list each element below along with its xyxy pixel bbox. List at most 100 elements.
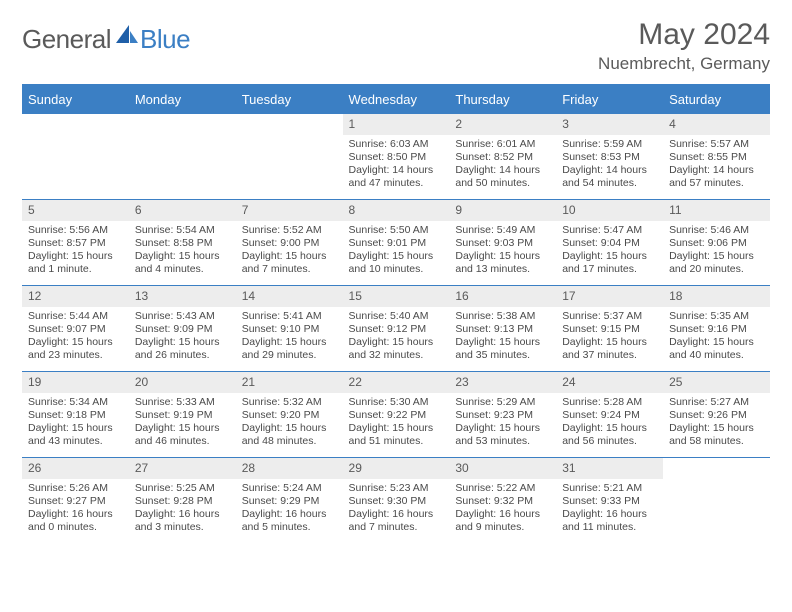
daylight-text: Daylight: 16 hours <box>455 508 550 521</box>
sunset-text: Sunset: 9:19 PM <box>135 409 230 422</box>
sunset-text: Sunset: 9:07 PM <box>28 323 123 336</box>
calendar-day-cell: 20 Sunrise: 5:33 AMSunset: 9:19 PMDayligh… <box>129 372 236 458</box>
location-subtitle: Nuembrecht, Germany <box>598 54 770 74</box>
calendar-day-cell: 9 Sunrise: 5:49 AMSunset: 9:03 PMDaylight… <box>449 200 556 286</box>
day-number: 22 <box>343 372 450 393</box>
day-number: 15 <box>343 286 450 307</box>
sunrise-text: Sunrise: 6:01 AM <box>455 138 550 151</box>
sunset-text: Sunset: 8:55 PM <box>669 151 764 164</box>
day-body: Sunrise: 5:27 AMSunset: 9:26 PMDaylight:… <box>663 396 770 453</box>
day-body: Sunrise: 5:56 AMSunset: 8:57 PMDaylight:… <box>22 224 129 281</box>
calendar-day-cell: 27Sunrise: 5:25 AMSunset: 9:28 PMDayligh… <box>129 458 236 544</box>
daylight-text: Daylight: 15 hours <box>562 250 657 263</box>
calendar-day-cell: 26Sunrise: 5:26 AMSunset: 9:27 PMDayligh… <box>22 458 129 544</box>
daylight-text: Daylight: 15 hours <box>135 250 230 263</box>
day-body: Sunrise: 5:24 AMSunset: 9:29 PMDaylight:… <box>236 482 343 539</box>
day-number: 7 <box>236 200 343 221</box>
day-number: 11 <box>663 200 770 221</box>
logo-text-general: General <box>22 24 111 55</box>
calendar-day-cell: 22Sunrise: 5:30 AMSunset: 9:22 PMDayligh… <box>343 372 450 458</box>
calendar-day-cell <box>236 114 343 200</box>
day-body: Sunrise: 5:22 AMSunset: 9:32 PMDaylight:… <box>449 482 556 539</box>
title-block: May 2024 Nuembrecht, Germany <box>598 18 770 74</box>
daylight-text: and 43 minutes. <box>28 435 123 448</box>
day-number: 9 <box>449 200 556 221</box>
weekday-header: Monday <box>129 85 236 114</box>
daylight-text: and 0 minutes. <box>28 521 123 534</box>
day-number: 4 <box>663 114 770 135</box>
sail-icon <box>116 25 138 50</box>
day-body: Sunrise: 5:34 AMSunset: 9:18 PMDaylight:… <box>22 396 129 453</box>
daylight-text: and 40 minutes. <box>669 349 764 362</box>
sunset-text: Sunset: 9:29 PM <box>242 495 337 508</box>
daylight-text: and 4 minutes. <box>135 263 230 276</box>
calendar-day-cell: 12Sunrise: 5:44 AMSunset: 9:07 PMDayligh… <box>22 286 129 372</box>
sunrise-text: Sunrise: 5:38 AM <box>455 310 550 323</box>
daylight-text: and 53 minutes. <box>455 435 550 448</box>
day-body: Sunrise: 5:59 AMSunset: 8:53 PMDaylight:… <box>556 138 663 195</box>
day-number: 23 <box>449 372 556 393</box>
daylight-text: Daylight: 15 hours <box>669 250 764 263</box>
sunset-text: Sunset: 9:09 PM <box>135 323 230 336</box>
calendar-day-cell: 2Sunrise: 6:01 AMSunset: 8:52 PMDaylight… <box>449 114 556 200</box>
daylight-text: Daylight: 15 hours <box>135 422 230 435</box>
day-number: 2 <box>449 114 556 135</box>
daylight-text: Daylight: 15 hours <box>349 422 444 435</box>
daylight-text: Daylight: 15 hours <box>562 422 657 435</box>
sunset-text: Sunset: 9:23 PM <box>455 409 550 422</box>
calendar-day-cell: 16Sunrise: 5:38 AMSunset: 9:13 PMDayligh… <box>449 286 556 372</box>
sunrise-text: Sunrise: 5:41 AM <box>242 310 337 323</box>
daylight-text: Daylight: 16 hours <box>135 508 230 521</box>
daylight-text: Daylight: 16 hours <box>562 508 657 521</box>
sunset-text: Sunset: 9:24 PM <box>562 409 657 422</box>
day-body: Sunrise: 5:40 AMSunset: 9:12 PMDaylight:… <box>343 310 450 367</box>
day-number: 3 <box>556 114 663 135</box>
sunset-text: Sunset: 9:01 PM <box>349 237 444 250</box>
sunset-text: Sunset: 9:33 PM <box>562 495 657 508</box>
daylight-text: Daylight: 15 hours <box>242 336 337 349</box>
day-body: Sunrise: 5:33 AMSunset: 9:19 PMDaylight:… <box>129 396 236 453</box>
day-number: 28 <box>236 458 343 479</box>
day-number: 6 <box>129 200 236 221</box>
daylight-text: and 7 minutes. <box>242 263 337 276</box>
daylight-text: and 56 minutes. <box>562 435 657 448</box>
daylight-text: and 3 minutes. <box>135 521 230 534</box>
daylight-text: and 1 minute. <box>28 263 123 276</box>
sunset-text: Sunset: 9:30 PM <box>349 495 444 508</box>
sunrise-text: Sunrise: 5:54 AM <box>135 224 230 237</box>
day-number: 20 <box>129 372 236 393</box>
sunrise-text: Sunrise: 5:32 AM <box>242 396 337 409</box>
calendar-day-cell: 30Sunrise: 5:22 AMSunset: 9:32 PMDayligh… <box>449 458 556 544</box>
day-body: Sunrise: 5:46 AMSunset: 9:06 PMDaylight:… <box>663 224 770 281</box>
daylight-text: Daylight: 15 hours <box>455 422 550 435</box>
day-body: Sunrise: 5:57 AMSunset: 8:55 PMDaylight:… <box>663 138 770 195</box>
weekday-header: Tuesday <box>236 85 343 114</box>
sunrise-text: Sunrise: 5:24 AM <box>242 482 337 495</box>
calendar-day-cell: 31Sunrise: 5:21 AMSunset: 9:33 PMDayligh… <box>556 458 663 544</box>
calendar-day-cell: 6Sunrise: 5:54 AMSunset: 8:58 PMDaylight… <box>129 200 236 286</box>
sunset-text: Sunset: 8:52 PM <box>455 151 550 164</box>
weekday-header: Sunday <box>22 85 129 114</box>
day-body: Sunrise: 5:49 AMSunset: 9:03 PMDaylight:… <box>449 224 556 281</box>
daylight-text: Daylight: 15 hours <box>28 250 123 263</box>
daylight-text: and 10 minutes. <box>349 263 444 276</box>
day-number: 19 <box>22 372 129 393</box>
sunset-text: Sunset: 9:15 PM <box>562 323 657 336</box>
calendar-day-cell: 21Sunrise: 5:32 AMSunset: 9:20 PMDayligh… <box>236 372 343 458</box>
calendar-day-cell: 19 Sunrise: 5:34 AMSunset: 9:18 PMDayligh… <box>22 372 129 458</box>
day-body: Sunrise: 5:38 AMSunset: 9:13 PMDaylight:… <box>449 310 556 367</box>
calendar-day-cell: 15 Sunrise: 5:40 AMSunset: 9:12 PMDayligh… <box>343 286 450 372</box>
day-body: Sunrise: 5:29 AMSunset: 9:23 PMDaylight:… <box>449 396 556 453</box>
daylight-text: and 50 minutes. <box>455 177 550 190</box>
sunset-text: Sunset: 9:12 PM <box>349 323 444 336</box>
calendar-day-cell: 24Sunrise: 5:28 AMSunset: 9:24 PMDayligh… <box>556 372 663 458</box>
calendar-day-cell <box>22 114 129 200</box>
day-body: Sunrise: 5:28 AMSunset: 9:24 PMDaylight:… <box>556 396 663 453</box>
sunset-text: Sunset: 9:00 PM <box>242 237 337 250</box>
day-number: 10 <box>556 200 663 221</box>
daylight-text: and 5 minutes. <box>242 521 337 534</box>
day-number: 31 <box>556 458 663 479</box>
sunrise-text: Sunrise: 5:52 AM <box>242 224 337 237</box>
calendar-day-cell: 23 Sunrise: 5:29 AMSunset: 9:23 PMDayligh… <box>449 372 556 458</box>
day-body: Sunrise: 6:03 AMSunset: 8:50 PMDaylight:… <box>343 138 450 195</box>
